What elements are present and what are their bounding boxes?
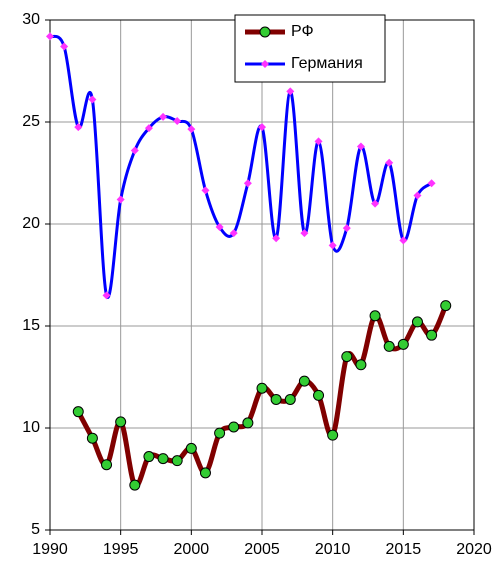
data-point bbox=[258, 123, 266, 132]
data-point bbox=[356, 142, 365, 151]
data-point bbox=[228, 421, 240, 433]
data-point bbox=[256, 382, 268, 394]
y-tick-label: 5 bbox=[31, 521, 40, 538]
legend-marker bbox=[259, 26, 271, 38]
data-point bbox=[159, 112, 168, 121]
data-point bbox=[440, 300, 452, 312]
data-point bbox=[427, 179, 436, 188]
y-tick-label: 30 bbox=[22, 11, 40, 28]
data-point bbox=[242, 417, 254, 429]
data-point bbox=[286, 87, 295, 96]
data-point bbox=[314, 137, 323, 146]
data-point bbox=[46, 32, 54, 41]
data-point bbox=[328, 241, 337, 250]
data-point bbox=[385, 158, 394, 167]
y-tick-label: 15 bbox=[22, 317, 40, 334]
data-point bbox=[187, 125, 196, 134]
data-point bbox=[88, 95, 97, 104]
data-point bbox=[144, 124, 153, 133]
x-tick-label: 1995 bbox=[103, 541, 139, 558]
data-point bbox=[102, 291, 111, 300]
data-point bbox=[399, 236, 408, 245]
data-point bbox=[72, 406, 84, 418]
x-tick-label: 2010 bbox=[315, 541, 351, 558]
data-point bbox=[215, 223, 224, 232]
legend-box bbox=[234, 14, 386, 83]
data-point bbox=[313, 389, 325, 401]
data-point bbox=[157, 453, 169, 465]
legend-marker bbox=[261, 60, 269, 68]
data-point bbox=[371, 199, 380, 208]
data-point bbox=[355, 359, 367, 371]
data-point bbox=[86, 432, 98, 444]
x-tick-label: 2020 bbox=[456, 541, 492, 558]
data-point bbox=[413, 191, 422, 200]
data-point bbox=[60, 42, 69, 51]
y-tick-label: 25 bbox=[22, 113, 40, 130]
data-point bbox=[129, 479, 141, 491]
data-point bbox=[342, 224, 351, 233]
data-point bbox=[74, 123, 83, 132]
x-tick-label: 2005 bbox=[244, 541, 280, 558]
data-point bbox=[201, 186, 210, 195]
x-tick-label: 2000 bbox=[174, 541, 210, 558]
data-point bbox=[300, 229, 309, 238]
data-point bbox=[270, 393, 282, 405]
data-point bbox=[199, 467, 211, 479]
data-point bbox=[171, 455, 183, 467]
data-point bbox=[426, 329, 438, 341]
data-point bbox=[327, 429, 339, 441]
data-point bbox=[298, 375, 310, 387]
data-point bbox=[130, 146, 139, 155]
y-tick-label: 20 bbox=[22, 215, 40, 232]
y-tick-label: 10 bbox=[22, 419, 40, 436]
x-tick-label: 1990 bbox=[32, 541, 68, 558]
data-point bbox=[284, 393, 296, 405]
data-point bbox=[101, 459, 113, 471]
data-point bbox=[383, 340, 395, 352]
data-point bbox=[173, 116, 182, 125]
legend-label: Германия bbox=[291, 55, 363, 72]
data-point bbox=[272, 234, 281, 243]
data-point bbox=[411, 316, 423, 328]
legend-label: РФ bbox=[291, 23, 314, 40]
data-point bbox=[185, 442, 197, 454]
data-point bbox=[369, 310, 381, 322]
data-point bbox=[116, 195, 125, 204]
legend: РФ Германия bbox=[234, 14, 386, 83]
data-point bbox=[143, 451, 155, 463]
data-point bbox=[341, 351, 353, 363]
data-point bbox=[229, 229, 238, 238]
data-point bbox=[243, 179, 252, 188]
data-point bbox=[115, 416, 127, 428]
x-tick-label: 2015 bbox=[386, 541, 422, 558]
data-point bbox=[214, 427, 226, 439]
data-point bbox=[397, 338, 409, 350]
